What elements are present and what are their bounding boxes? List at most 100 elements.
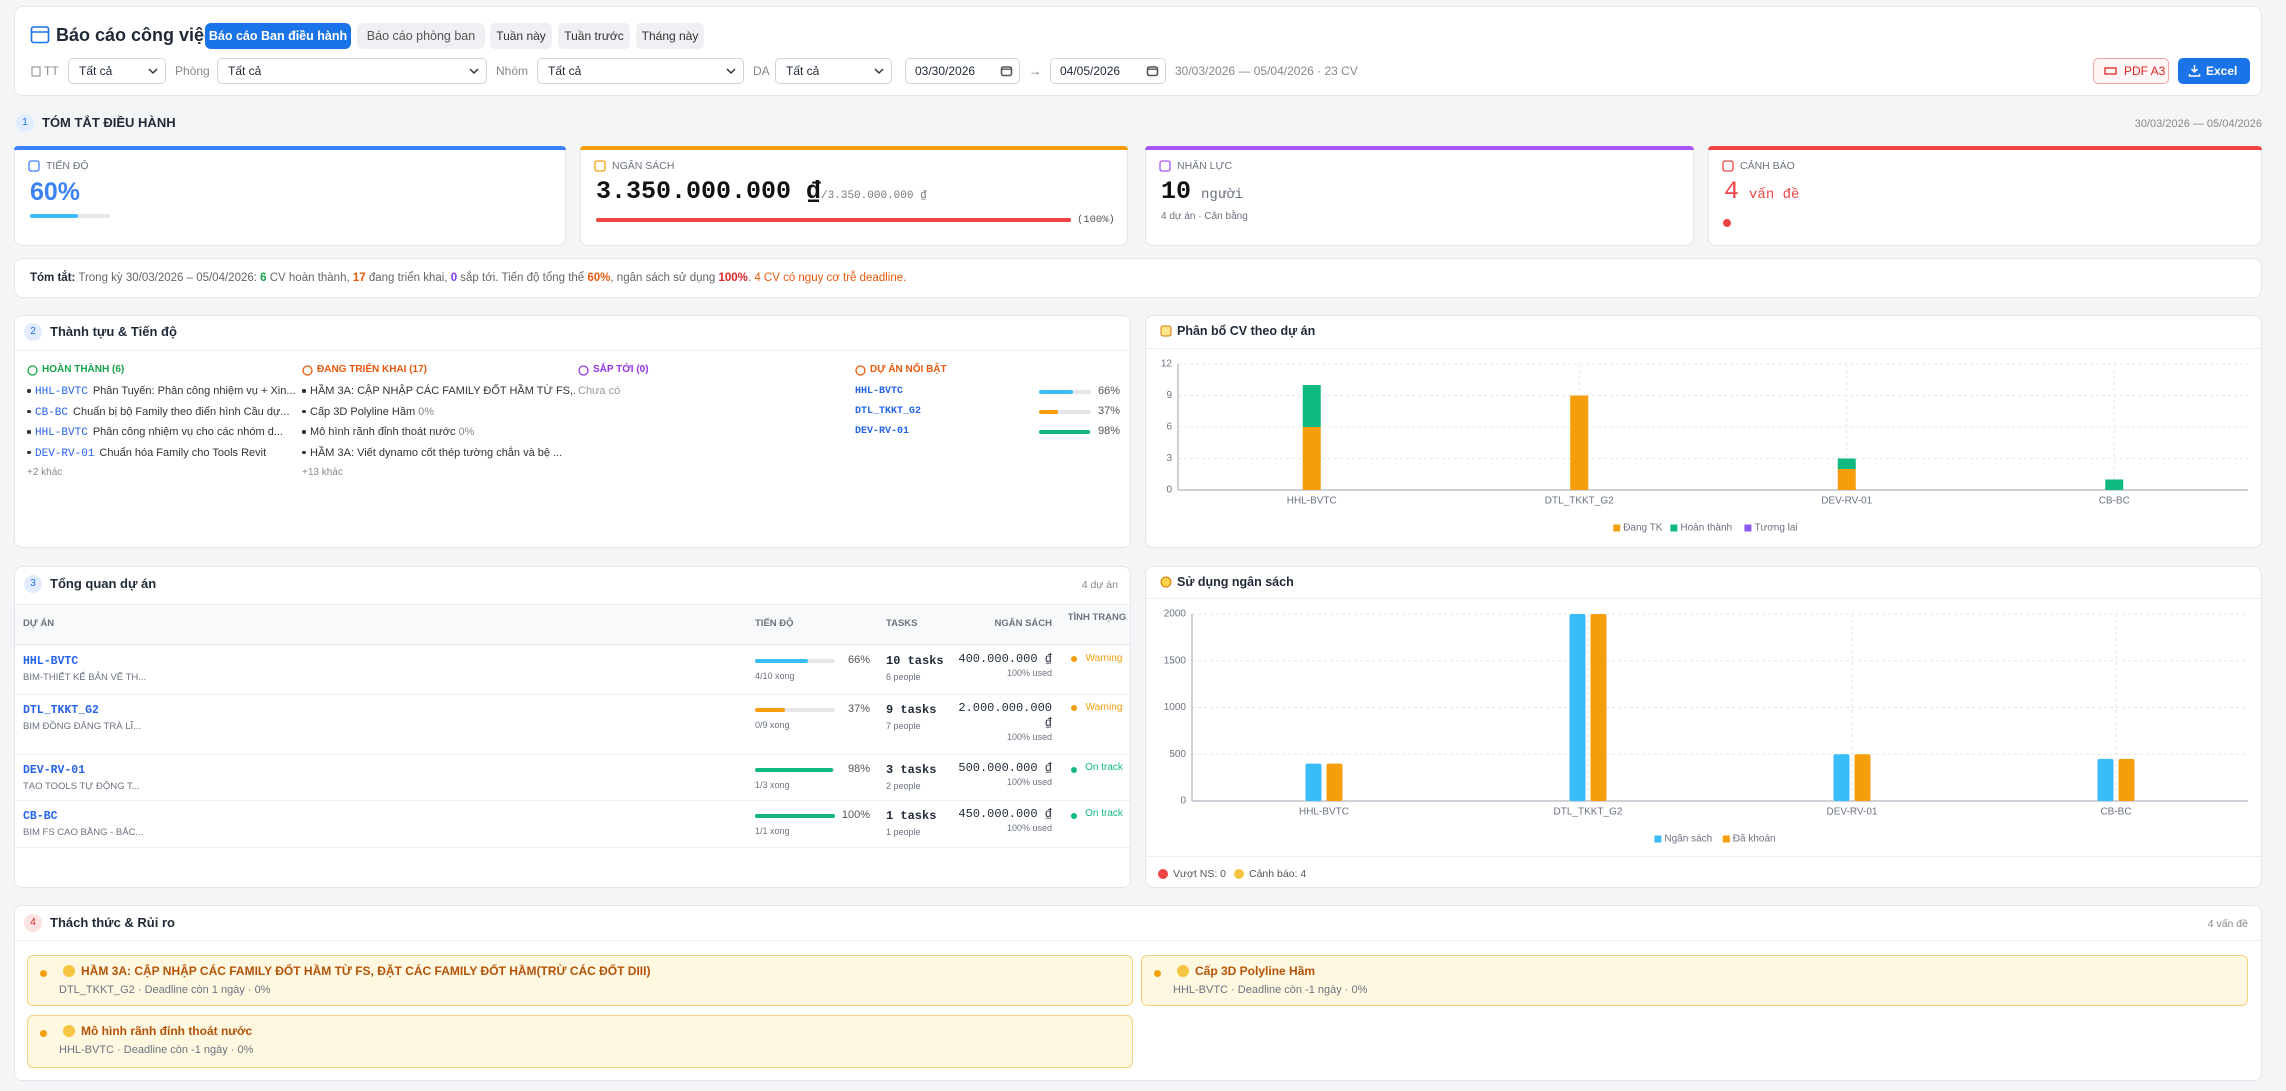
row-divider — [15, 847, 1130, 848]
project-code: CB-BC — [35, 407, 68, 419]
period-button[interactable]: Tuần này — [490, 23, 552, 49]
status-dot — [1071, 705, 1077, 711]
icon-shape — [32, 27, 49, 43]
budget: 500.000.000 ₫100% used — [952, 761, 1052, 788]
done-count: 1/1 xong — [755, 825, 790, 837]
legend-label: Hoàn thành — [1680, 523, 1732, 534]
alert-dot — [1723, 219, 1731, 227]
section-title: Tổng quan dự án — [50, 575, 156, 593]
summary-part: Trong kỳ 30/03/2026 – 05/04/2026: — [75, 272, 260, 284]
progress-label: 98% — [830, 762, 870, 776]
progress-fill — [755, 814, 835, 818]
download-icon — [2188, 64, 2201, 77]
item-text: Phân công nhiệm vụ cho các nhóm d... — [93, 426, 283, 438]
period-button[interactable]: Tuần trước — [558, 23, 630, 49]
kpi-value: 3.350.000.000 ₫/3.350.000.000 ₫ — [596, 176, 927, 212]
progress-label: 66% — [1080, 384, 1120, 399]
progress-fill — [755, 708, 785, 712]
column-icon — [855, 365, 866, 376]
bullet — [302, 410, 305, 413]
budget-note: Vượt NS: 0 — [1173, 867, 1226, 881]
people-count: 1 people — [886, 826, 921, 838]
column-title: SẮP TỚI (0) — [593, 363, 649, 377]
summary-part: sắp tới. Tiến độ tổng thể — [457, 272, 587, 284]
budget-amount: 400.000.000 ₫ — [952, 652, 1052, 667]
legend-label: Tương lai — [1754, 523, 1797, 534]
kpi-icon — [1722, 160, 1734, 172]
y-tick-label: 1000 — [1164, 702, 1187, 713]
printer-icon — [2104, 64, 2117, 77]
chevron — [726, 66, 736, 76]
filter-label: DA — [753, 62, 770, 80]
kpi-card — [14, 146, 566, 246]
report-tab[interactable]: Báo cáo Ban điều hành — [205, 23, 351, 49]
progress-label: (100%) — [1077, 212, 1115, 228]
chart: 036912HHL-BVTCDTL_TKKT_G2DEV-RV-01CB-BCĐ… — [1145, 352, 2262, 547]
task-count: 10 tasks — [886, 654, 944, 669]
legend-swatch — [1744, 525, 1751, 532]
kpi-value: 10người — [1161, 176, 1243, 211]
risk-meta: HHL-BVTC · Deadline còn -1 ngày · 0% — [1173, 983, 1367, 997]
item-text: HẦM 3A: CẬP NHẬP CÁC FAMILY ĐỐT HẦM TỪ F… — [310, 385, 575, 397]
people-count: 7 people — [886, 720, 921, 732]
column-header: DỰ ÁN — [23, 617, 54, 630]
filter-select[interactable]: Tất cả — [537, 58, 744, 84]
kpi-unit: người — [1201, 179, 1243, 211]
column-header: NGÂN SÁCH — [930, 617, 1052, 630]
legend-dot — [1158, 869, 1168, 879]
filter-select[interactable]: Tất cả — [217, 58, 487, 84]
kpi-number: 60% — [30, 176, 80, 208]
icon-shape — [595, 161, 605, 171]
work-item: DEV-RV-01Chuẩn hóa Family cho Tools Revi… — [35, 446, 300, 462]
icon-shape — [28, 366, 37, 375]
x-tick-label: DTL_TKKT_G2 — [1554, 807, 1623, 818]
column-title: DỰ ÁN NỔI BẬT — [870, 363, 947, 377]
section-period: 30/03/2026 — 05/04/2026 — [1962, 116, 2262, 132]
icon-shape — [1160, 161, 1170, 171]
kpi-label: NHÂN LỰC — [1177, 158, 1232, 174]
status: On track — [1083, 761, 1125, 775]
period-button[interactable]: Tháng này — [636, 23, 704, 49]
y-tick-label: 6 — [1166, 422, 1172, 433]
chevron — [148, 66, 158, 76]
section-number: 2 — [24, 323, 42, 341]
status-dot — [1071, 813, 1077, 819]
column-header: TÌNH TRẠNG — [1067, 611, 1127, 624]
bar — [1570, 614, 1586, 801]
bullet — [27, 410, 30, 413]
summary-part: , ngân sách sử dụng — [610, 272, 718, 284]
item-text: Cấp 3D Polyline Hầm — [310, 406, 415, 418]
legend-label: Ngân sách — [1664, 834, 1712, 845]
section-number: 1 — [16, 114, 34, 132]
y-tick-label: 9 — [1166, 390, 1172, 401]
progress-fill — [1039, 390, 1073, 394]
risk-dot — [1154, 970, 1161, 977]
risk-dot — [40, 1030, 47, 1037]
chart-icon — [1160, 325, 1172, 337]
filter-label: Phòng — [175, 62, 210, 80]
x-tick-label: CB-BC — [2100, 807, 2131, 818]
project-name: TẠO TOOLS TỰ ĐỘNG T... — [23, 780, 140, 793]
x-tick-label: DEV-RV-01 — [1821, 496, 1872, 507]
progress-fill — [755, 768, 833, 772]
project-code: HHL-BVTC — [23, 654, 78, 669]
section-title: Thành tựu & Tiến độ — [50, 323, 177, 341]
status: Warning — [1083, 652, 1125, 666]
kpi-icon — [1159, 160, 1171, 172]
summary-part: Tóm tắt: — [30, 272, 75, 284]
project-count: 4 dự án — [1000, 578, 1118, 592]
report-tab[interactable]: Báo cáo phòng ban — [357, 23, 485, 49]
bar-segment — [1303, 385, 1321, 427]
page-title: Báo cáo công việc — [56, 24, 214, 46]
item-pct: 0% — [458, 426, 474, 438]
progress-label: 37% — [1080, 404, 1120, 419]
legend-swatch — [1654, 836, 1661, 843]
section-title: TÓM TẮT ĐIỀU HÀNH — [42, 114, 176, 132]
risk-icon — [63, 965, 75, 977]
empty-text: Chưa có — [578, 384, 620, 399]
item-text: Chuẩn bị bộ Family theo điển hình Cầu dự… — [73, 406, 290, 418]
filter-label: TT — [44, 62, 59, 80]
item-text: Mô hình rãnh đỉnh thoát nước — [310, 426, 455, 438]
kpi-label: TIẾN ĐỘ — [46, 158, 89, 174]
